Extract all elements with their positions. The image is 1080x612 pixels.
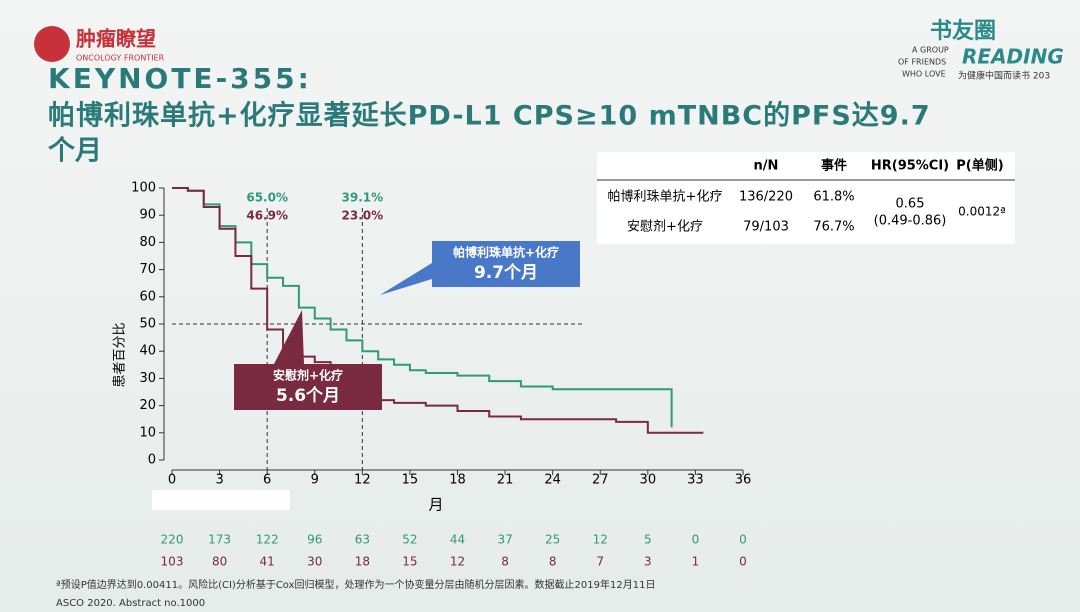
brand-sub: READING xyxy=(962,45,1064,69)
td: (0.49-0.86) xyxy=(874,214,947,229)
y-tick-label: 60 xyxy=(139,289,156,304)
at-risk: 96 xyxy=(307,533,322,547)
td: 帕博利珠单抗+化疗 xyxy=(608,190,723,205)
x-tick-label: 9 xyxy=(311,473,319,488)
td: 61.8% xyxy=(813,190,854,205)
callout-value: 9.7个月 xyxy=(474,262,538,283)
y-tick-label: 20 xyxy=(139,398,156,413)
at-risk: 37 xyxy=(497,533,512,547)
td: 136/220 xyxy=(739,190,793,205)
at-risk: 41 xyxy=(260,555,275,569)
at-risk: 44 xyxy=(450,533,465,547)
at-risk: 0 xyxy=(739,555,747,569)
logo: 肿瘤瞭望 xyxy=(76,27,156,51)
at-risk: 52 xyxy=(402,533,417,547)
footnote: ASCO 2020. Abstract no.1000 xyxy=(56,598,205,609)
x-tick-label: 3 xyxy=(215,473,223,488)
td: 79/103 xyxy=(743,220,789,235)
x-tick-label: 27 xyxy=(592,473,609,488)
y-tick-label: 40 xyxy=(139,344,156,359)
at-risk: 80 xyxy=(212,555,227,569)
y-tick-label: 0 xyxy=(148,453,156,468)
x-tick-label: 21 xyxy=(497,473,514,488)
x-tick-label: 18 xyxy=(449,473,466,488)
at-risk: 30 xyxy=(307,555,322,569)
x-axis-label: 月 xyxy=(428,496,443,514)
x-tick-label: 0 xyxy=(168,473,176,488)
td: 0.65 xyxy=(896,197,925,212)
x-tick-label: 15 xyxy=(402,473,419,488)
at-risk: 12 xyxy=(450,555,465,569)
at-risk: 1 xyxy=(692,555,700,569)
at-risk: 7 xyxy=(596,555,604,569)
x-tick-label: 24 xyxy=(544,473,561,488)
x-tick-label: 6 xyxy=(263,473,271,488)
td: 76.7% xyxy=(813,220,854,235)
y-axis-label: 患者百分比 xyxy=(113,322,128,387)
th: HR(95%CI) xyxy=(871,159,949,174)
brand-line: OF FRIENDS xyxy=(898,58,946,67)
at-risk: 103 xyxy=(161,555,184,569)
x-tick-label: 12 xyxy=(354,473,371,488)
at-risk: 25 xyxy=(545,533,560,547)
annotation: 65.0% xyxy=(246,191,288,205)
title: KEYNOTE-355: xyxy=(48,62,312,95)
at-risk: 0 xyxy=(692,533,700,547)
x-tick-label: 33 xyxy=(687,473,704,488)
callout-pointer xyxy=(380,263,432,295)
y-tick-label: 70 xyxy=(139,262,156,277)
callout xyxy=(432,241,580,287)
td: 0.0012ª xyxy=(958,205,1006,219)
at-risk: 63 xyxy=(355,533,370,547)
logo-icon xyxy=(34,26,70,62)
x-tick-label: 36 xyxy=(735,473,752,488)
at-risk: 173 xyxy=(208,533,231,547)
annotation: 46.9% xyxy=(246,209,288,223)
callout-label: 帕博利珠单抗+化疗 xyxy=(453,245,559,260)
callout-value: 5.6个月 xyxy=(276,385,340,406)
th: n/N xyxy=(754,159,779,174)
at-risk: 18 xyxy=(355,555,370,569)
brand-slogan: 为健康中国而读书 203 xyxy=(958,70,1050,82)
at-risk: 8 xyxy=(549,555,557,569)
stats-table xyxy=(597,152,1015,244)
at-risk: 3 xyxy=(644,555,652,569)
at-risk: 0 xyxy=(739,533,747,547)
at-risk: 5 xyxy=(644,533,652,547)
y-tick-label: 50 xyxy=(139,317,156,332)
at-risk: 122 xyxy=(256,533,279,547)
annotation: 23.0% xyxy=(342,209,384,223)
x-tick-label: 30 xyxy=(640,473,657,488)
td: 安慰剂+化疗 xyxy=(627,220,703,235)
at-risk: 220 xyxy=(161,533,184,547)
at-risk: 12 xyxy=(593,533,608,547)
title: 个月 xyxy=(48,136,102,167)
y-tick-label: 30 xyxy=(139,371,156,386)
th: P(单侧) xyxy=(956,158,1003,174)
mask xyxy=(152,490,290,510)
callout-pointer xyxy=(274,310,304,364)
th: 事件 xyxy=(821,158,847,174)
footnote: ª预设P值边界达到0.00411。风险比(CI)分析基于Cox回归模型，处理作为… xyxy=(56,578,655,591)
annotation: 39.1% xyxy=(342,191,384,205)
at-risk: 15 xyxy=(402,555,417,569)
brand: 书友圈 xyxy=(930,19,996,44)
y-tick-label: 10 xyxy=(139,425,156,440)
y-tick-label: 90 xyxy=(139,208,156,223)
brand-line: WHO LOVE xyxy=(902,70,946,79)
callout-label: 安慰剂+化疗 xyxy=(273,368,343,383)
y-tick-label: 100 xyxy=(131,181,156,196)
y-tick-label: 80 xyxy=(139,235,156,250)
title: 帕博利珠单抗+化疗显著延长PD-L1 CPS≥10 mTNBC的PFS达9.7 xyxy=(48,100,931,132)
at-risk: 8 xyxy=(501,555,509,569)
logo-sub: ONCOLOGY FRONTIER xyxy=(76,54,165,63)
brand-line: A GROUP xyxy=(912,46,949,55)
callout xyxy=(234,364,382,410)
